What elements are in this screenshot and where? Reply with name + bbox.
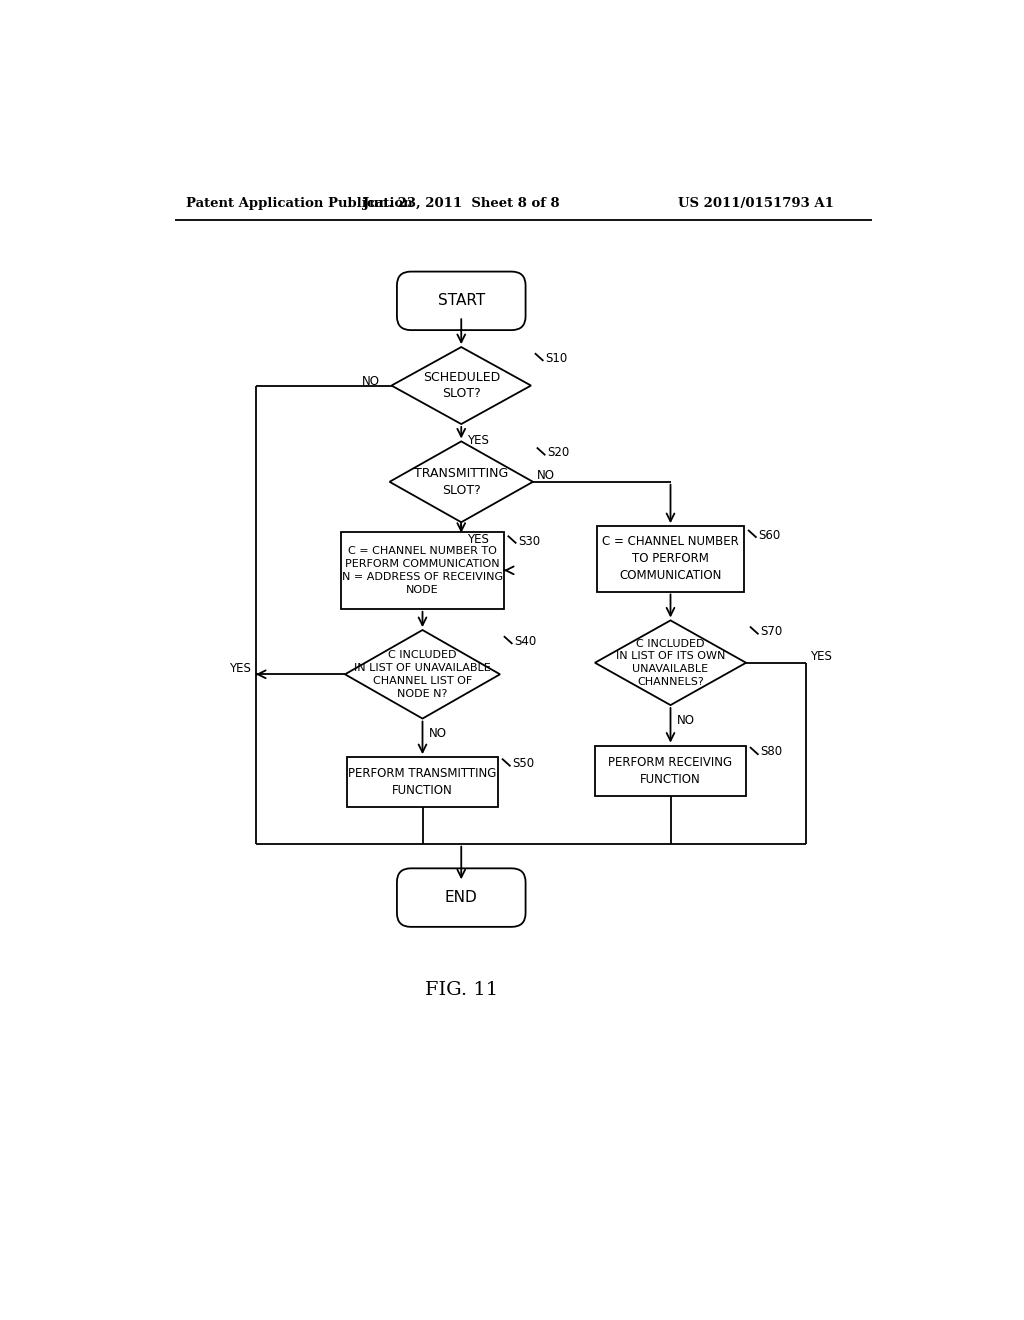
Text: S80: S80 (760, 746, 782, 758)
FancyBboxPatch shape (397, 272, 525, 330)
Polygon shape (345, 630, 500, 718)
Text: S50: S50 (512, 756, 535, 770)
Text: NO: NO (537, 469, 555, 482)
Text: S70: S70 (760, 626, 782, 639)
Text: S10: S10 (545, 352, 567, 366)
Text: START: START (437, 293, 485, 309)
Text: S60: S60 (758, 529, 780, 541)
FancyBboxPatch shape (397, 869, 525, 927)
Text: END: END (444, 890, 477, 906)
Text: US 2011/0151793 A1: US 2011/0151793 A1 (678, 197, 835, 210)
Text: YES: YES (810, 649, 831, 663)
Text: S40: S40 (514, 635, 537, 648)
Text: NO: NO (362, 375, 380, 388)
Text: PERFORM RECEIVING
FUNCTION: PERFORM RECEIVING FUNCTION (608, 755, 732, 785)
Text: SCHEDULED
SLOT?: SCHEDULED SLOT? (423, 371, 500, 400)
Text: C = CHANNEL NUMBER TO
PERFORM COMMUNICATION
N = ADDRESS OF RECEIVING
NODE: C = CHANNEL NUMBER TO PERFORM COMMUNICAT… (342, 545, 503, 595)
Text: C INCLUDED
IN LIST OF ITS OWN
UNAVAILABLE
CHANNELS?: C INCLUDED IN LIST OF ITS OWN UNAVAILABL… (615, 639, 725, 686)
Text: S20: S20 (547, 446, 569, 459)
Bar (597, 527, 744, 591)
Text: YES: YES (228, 661, 251, 675)
Text: FIG. 11: FIG. 11 (425, 981, 498, 999)
Polygon shape (595, 620, 746, 705)
Text: NO: NO (429, 727, 446, 741)
Text: S30: S30 (518, 535, 540, 548)
Polygon shape (391, 347, 531, 424)
Text: YES: YES (467, 434, 489, 447)
Text: PERFORM TRANSMITTING
FUNCTION: PERFORM TRANSMITTING FUNCTION (348, 767, 497, 797)
Bar (341, 532, 504, 609)
Bar (595, 746, 746, 796)
Text: C INCLUDED
IN LIST OF UNAVAILABLE
CHANNEL LIST OF
NODE N?: C INCLUDED IN LIST OF UNAVAILABLE CHANNE… (354, 651, 490, 698)
Text: TRANSMITTING
SLOT?: TRANSMITTING SLOT? (414, 467, 508, 496)
Text: Patent Application Publication: Patent Application Publication (186, 197, 413, 210)
Bar (347, 758, 498, 807)
Text: C = CHANNEL NUMBER
TO PERFORM
COMMUNICATION: C = CHANNEL NUMBER TO PERFORM COMMUNICAT… (602, 536, 739, 582)
Text: NO: NO (677, 714, 694, 727)
Text: YES: YES (467, 533, 489, 545)
Text: Jun. 23, 2011  Sheet 8 of 8: Jun. 23, 2011 Sheet 8 of 8 (362, 197, 559, 210)
Polygon shape (389, 441, 532, 523)
